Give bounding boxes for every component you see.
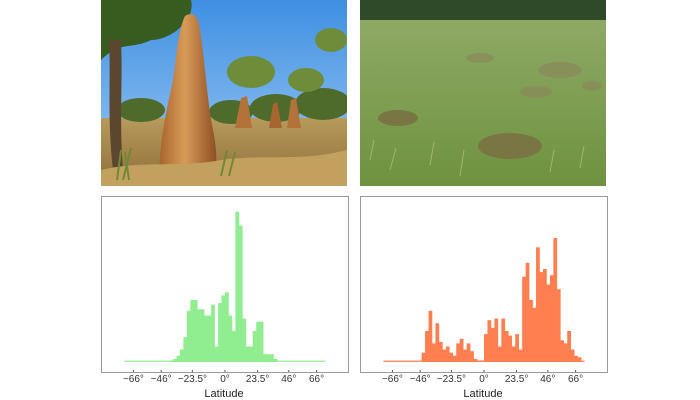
- histogram-bar: [515, 334, 519, 362]
- histogram-bar: [421, 352, 426, 362]
- histogram-bar: [490, 327, 495, 362]
- latitude-histogram-green: [124, 211, 326, 372]
- histogram-bar: [442, 349, 447, 362]
- histogram-bar: [549, 275, 554, 362]
- histogram-bar: [445, 346, 450, 362]
- histogram-panel-left: [101, 196, 349, 373]
- histogram-bar: [466, 343, 471, 362]
- histogram-bar: [259, 321, 264, 362]
- x-axis-label-right: Latitude: [463, 388, 503, 400]
- x-axis-label-left: Latitude: [204, 388, 244, 400]
- histogram-bar: [536, 247, 540, 362]
- histogram-bar: [197, 309, 202, 362]
- histogram-bar: [501, 318, 506, 362]
- histogram-bar: [228, 315, 233, 362]
- x-tick-label: −46°: [409, 374, 431, 385]
- histogram-bar: [525, 262, 530, 362]
- histogram-bar: [242, 318, 247, 362]
- x-tick-label: 66°: [309, 374, 325, 385]
- histogram-bar: [207, 315, 212, 362]
- histogram-bar: [204, 315, 208, 362]
- x-tick-label: 46°: [281, 374, 297, 385]
- grassland-termite-mound-photo: [360, 0, 606, 186]
- x-tick-label: 66°: [568, 374, 584, 385]
- histogram-bar: [438, 341, 443, 362]
- histogram-bar: [186, 310, 191, 362]
- histogram-bar: [176, 355, 181, 362]
- histogram-bar: [221, 295, 226, 362]
- histogram-bar: [211, 304, 215, 362]
- histogram-bar: [270, 354, 274, 362]
- histogram-bar: [487, 320, 492, 362]
- x-tick-label: −66°: [122, 374, 144, 385]
- histogram-bar: [494, 318, 499, 362]
- x-tick-label: −23.5°: [177, 374, 208, 385]
- histogram-panel-right: [360, 196, 608, 373]
- x-tick-label: 46°: [540, 374, 556, 385]
- histogram-bar: [470, 351, 474, 362]
- histogram-bar: [567, 331, 572, 362]
- histogram-bar: [577, 357, 582, 362]
- histogram-bar: [508, 335, 513, 362]
- histogram-bar: [169, 360, 174, 362]
- histogram-bar: [473, 358, 478, 362]
- histogram-bar: [504, 331, 509, 362]
- x-tick-label: 23.5°: [245, 374, 270, 385]
- histogram-bar: [214, 346, 219, 362]
- histogram-bar: [218, 303, 222, 362]
- latitude-histogram-orange: [383, 238, 585, 372]
- histogram-bar: [428, 310, 433, 362]
- histogram-bar: [172, 358, 177, 362]
- histogram-bar: [522, 276, 526, 362]
- histogram-bar: [200, 309, 205, 362]
- histogram-bar: [539, 272, 544, 362]
- histogram-bar: [518, 349, 523, 362]
- histogram-bar: [263, 354, 267, 362]
- histogram-bar: [570, 349, 575, 362]
- histogram-bar: [463, 349, 467, 362]
- x-tick-label: 0°: [479, 374, 489, 385]
- histogram-bar: [497, 346, 502, 362]
- histogram-bar: [456, 343, 461, 362]
- histogram-bar: [452, 355, 457, 362]
- histogram-bar: [193, 300, 198, 362]
- histogram-bar: [484, 334, 488, 362]
- histogram-bar: [238, 225, 243, 362]
- histogram-bar: [480, 360, 485, 362]
- histogram-bar: [532, 307, 537, 362]
- histogram-bar: [252, 331, 257, 362]
- histogram-bar: [245, 346, 250, 362]
- histogram-bar: [546, 284, 551, 362]
- x-tick-label: −23.5°: [436, 374, 467, 385]
- histogram-bar: [225, 292, 229, 362]
- histogram-bar: [459, 338, 464, 362]
- histogram-bar: [231, 331, 236, 362]
- x-tick-label: −66°: [381, 374, 403, 385]
- histogram-bar: [235, 211, 240, 362]
- histogram-bar: [449, 352, 454, 362]
- histogram-bar: [431, 343, 436, 362]
- x-tick-label: 0°: [220, 374, 230, 385]
- histogram-bar: [256, 321, 260, 362]
- histogram-bar: [542, 269, 547, 362]
- histogram-bar: [556, 289, 561, 362]
- histogram-bar: [249, 346, 254, 362]
- histogram-bar: [190, 300, 195, 362]
- histogram-bar: [425, 331, 429, 362]
- histogram-bar: [560, 340, 565, 362]
- histogram-bar: [435, 323, 440, 362]
- histogram-bar: [553, 238, 558, 362]
- histogram-bar: [477, 360, 481, 362]
- x-tick-label: −46°: [150, 374, 172, 385]
- histogram-bar: [574, 355, 578, 362]
- histogram-bar: [529, 300, 533, 362]
- histogram-bar: [563, 343, 568, 362]
- histogram-bar: [183, 337, 188, 362]
- histogram-bar: [511, 346, 516, 362]
- histogram-bar: [266, 354, 271, 362]
- savanna-termite-mound-photo: [101, 0, 347, 186]
- histogram-bar: [273, 358, 278, 362]
- histogram-bar: [179, 349, 184, 362]
- x-tick-label: 23.5°: [504, 374, 529, 385]
